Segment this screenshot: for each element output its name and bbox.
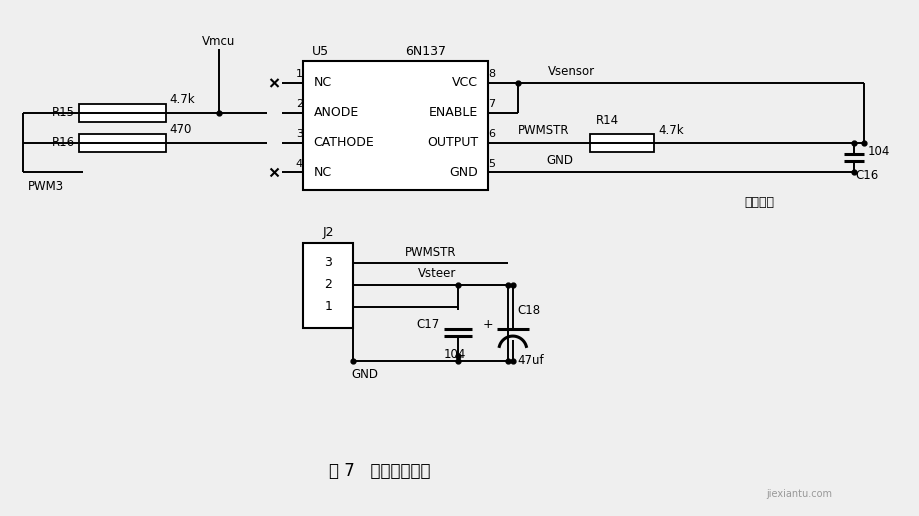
Text: VCC: VCC: [452, 76, 478, 89]
Text: PWMSTR: PWMSTR: [517, 124, 570, 137]
Text: 3: 3: [296, 128, 303, 139]
Text: R14: R14: [596, 114, 618, 127]
Text: 图 7   舐机驱动接口: 图 7 舐机驱动接口: [330, 462, 431, 480]
Bar: [303, 61, 488, 190]
Text: GND: GND: [546, 154, 573, 167]
Text: 2: 2: [324, 278, 333, 292]
Text: jiexiantu.com: jiexiantu.com: [766, 489, 832, 499]
Text: ANODE: ANODE: [313, 106, 358, 119]
Text: NC: NC: [313, 166, 332, 179]
Text: PWM3: PWM3: [28, 180, 64, 193]
Bar: [590, 134, 654, 152]
Text: J2: J2: [323, 225, 335, 238]
Text: C17: C17: [417, 318, 440, 331]
Text: 6: 6: [488, 128, 495, 139]
Text: NC: NC: [313, 76, 332, 89]
Text: 1: 1: [296, 69, 303, 79]
Bar: [303, 243, 353, 328]
Text: U5: U5: [312, 44, 329, 58]
Bar: [79, 104, 166, 122]
Text: 47uf: 47uf: [517, 354, 544, 367]
Text: 104: 104: [868, 145, 891, 158]
Text: GND: GND: [449, 166, 478, 179]
Text: 5: 5: [488, 158, 495, 169]
Text: Vmcu: Vmcu: [202, 35, 235, 47]
Bar: [79, 134, 166, 152]
Text: GND: GND: [351, 368, 379, 381]
Text: R16: R16: [52, 136, 75, 149]
Text: Vsteer: Vsteer: [418, 267, 457, 280]
Text: 3: 3: [324, 256, 333, 269]
Text: Vsensor: Vsensor: [548, 64, 595, 77]
Text: 2: 2: [296, 99, 303, 109]
Text: 8: 8: [488, 69, 495, 79]
Text: 1: 1: [324, 300, 333, 313]
Text: 4: 4: [296, 158, 303, 169]
Text: OUTPUT: OUTPUT: [426, 136, 478, 149]
Text: 6N137: 6N137: [405, 44, 446, 58]
Text: C16: C16: [856, 169, 879, 182]
Text: PWMSTR: PWMSTR: [405, 246, 457, 259]
Text: 7: 7: [488, 99, 495, 109]
Text: 4.7k: 4.7k: [658, 124, 684, 137]
Text: +: +: [482, 318, 493, 331]
Text: 4.7k: 4.7k: [169, 93, 195, 106]
Text: ENABLE: ENABLE: [428, 106, 478, 119]
Text: 470: 470: [169, 123, 191, 136]
Text: C18: C18: [517, 304, 541, 317]
Text: CATHODE: CATHODE: [313, 136, 374, 149]
Text: 104: 104: [444, 348, 466, 361]
Text: 舵机接口: 舵机接口: [744, 196, 774, 209]
Text: R15: R15: [52, 106, 75, 119]
